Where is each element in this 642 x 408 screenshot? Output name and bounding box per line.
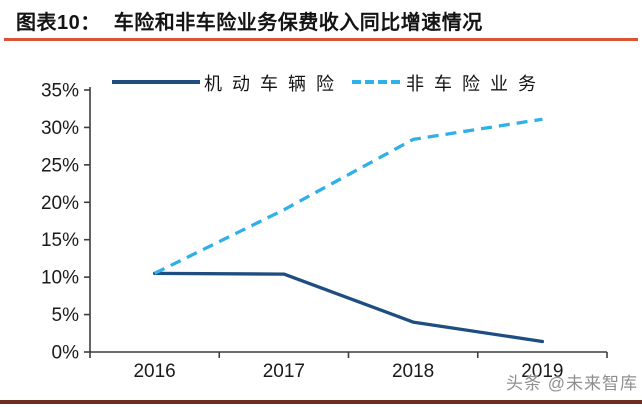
- title-underline-rule: [4, 38, 638, 41]
- y-tick-label: 5%: [52, 305, 80, 326]
- y-tick-label: 35%: [41, 81, 79, 102]
- legend-swatch-nonauto-line: [352, 80, 402, 84]
- page-bottom-rule: [0, 400, 642, 404]
- watermark-text: 头条 @未来智库: [506, 374, 638, 393]
- x-tick-label: 2016: [133, 361, 175, 382]
- y-tick-label: 15%: [41, 230, 79, 251]
- y-tick-label: 0%: [52, 343, 80, 364]
- y-tick-label: 30%: [41, 118, 79, 139]
- series-line-1: [153, 117, 543, 275]
- figure-number-label: 图表10：: [16, 12, 101, 34]
- y-tick-label: 10%: [41, 268, 79, 289]
- figure-title-row: 图表10： 车险和非车险业务保费收入同比增速情况: [16, 6, 483, 35]
- y-tick-label: 25%: [41, 155, 79, 176]
- series-line-0: [152, 271, 545, 344]
- axes: [84, 87, 608, 358]
- legend-label-nonauto: 非车险业务: [406, 74, 546, 94]
- figure-title: 车险和非车险业务保费收入同比增速情况: [113, 12, 483, 34]
- legend-swatch-motor-line: [112, 80, 200, 84]
- x-tick-label: 2018: [392, 361, 434, 382]
- y-axis-labels: 35% 30% 25% 20% 15% 10% 5% 0%: [41, 81, 79, 364]
- y-tick-label: 20%: [41, 193, 79, 214]
- x-axis-labels: 2016 2017 2018 2019: [133, 361, 563, 382]
- legend-label-motor: 机动车辆险: [204, 74, 344, 94]
- x-tick-label: 2017: [263, 361, 305, 382]
- x-tick-label: 2019: [521, 361, 563, 382]
